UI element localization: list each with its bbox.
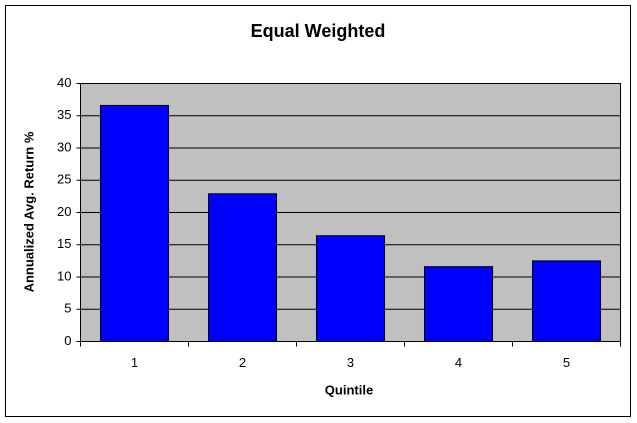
- y-tick-label: 0: [64, 333, 71, 348]
- y-tick-label: 5: [64, 301, 71, 316]
- x-tick-label: 5: [563, 355, 570, 370]
- x-tick-label: 2: [239, 355, 246, 370]
- y-tick-label: 15: [57, 236, 71, 251]
- chart-title: Equal Weighted: [251, 21, 386, 41]
- bar: [207, 193, 278, 342]
- x-tick-label: 1: [131, 355, 138, 370]
- y-tick-label: 10: [57, 268, 71, 283]
- y-tick-label: 30: [57, 139, 71, 154]
- y-axis-label: Annualized Avg. Return %: [21, 131, 36, 292]
- bar: [531, 260, 602, 342]
- x-axis-label: Quintile: [325, 382, 373, 397]
- bar: [99, 104, 170, 343]
- y-tick-label: 20: [57, 204, 71, 219]
- bar: [423, 266, 494, 342]
- x-tick-label: 3: [347, 355, 354, 370]
- bar: [315, 235, 386, 342]
- y-tick-label: 40: [57, 75, 71, 90]
- y-tick-label: 25: [57, 172, 71, 187]
- y-tick-label: 35: [57, 107, 71, 122]
- x-tick-label: 4: [455, 355, 462, 370]
